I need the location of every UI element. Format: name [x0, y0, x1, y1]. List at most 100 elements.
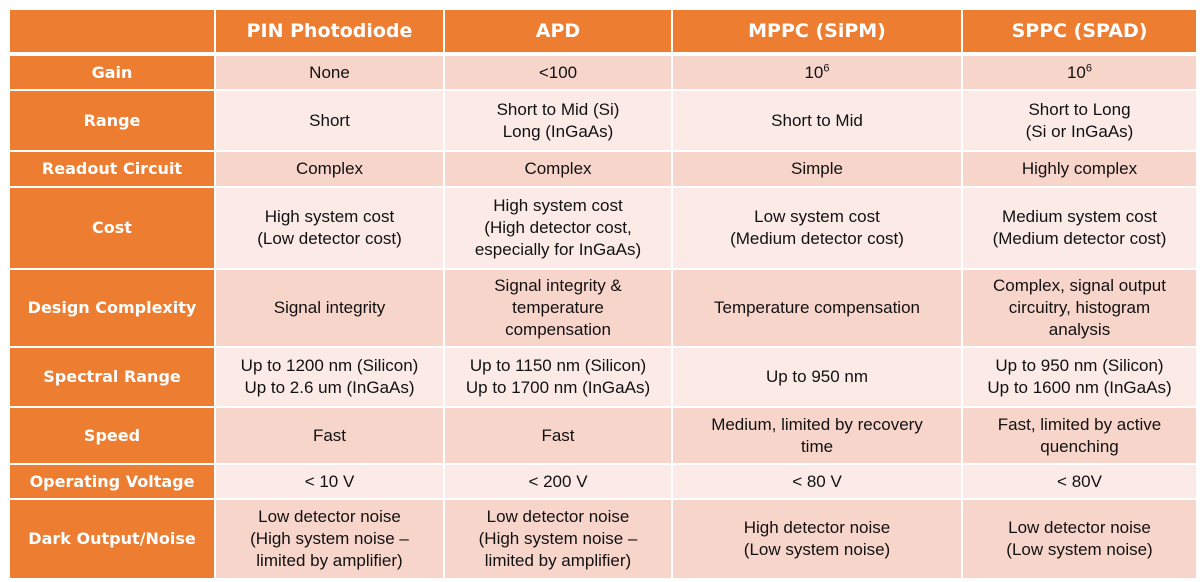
- cell-line: 106: [679, 62, 955, 84]
- cell-line: (High system noise –: [478, 529, 638, 548]
- cell-line: Up to 950 nm: [765, 367, 869, 386]
- cell-line: (High system noise –: [250, 529, 409, 548]
- table-cell: 106: [673, 56, 961, 89]
- table-cell: Medium system cost (Medium detector cost): [963, 188, 1196, 268]
- cell-line: (Si or InGaAs): [1025, 121, 1134, 141]
- table-row: Readout Circuit Complex Complex Simple Highl…: [10, 152, 1196, 186]
- cell-line: Low detector noise: [258, 507, 401, 526]
- cell-line: (Medium detector cost): [730, 229, 904, 248]
- value-exponent: 6: [823, 61, 830, 74]
- cell-line: limited by amplifier): [484, 551, 632, 570]
- table-cell: <100: [445, 56, 671, 89]
- table-cell: < 10 V: [216, 465, 443, 498]
- row-header: Readout Circuit: [10, 152, 214, 186]
- cell-line: Fast: [541, 425, 575, 445]
- table-row: Gain None <100 106 106: [10, 56, 1196, 89]
- cell-line: Long (InGaAs): [502, 121, 614, 141]
- row-header: Cost: [10, 188, 214, 268]
- cell-line: Complex: [524, 159, 592, 178]
- cell-line: < 10 V: [304, 471, 355, 491]
- cell-line: < 200 V: [528, 471, 588, 491]
- cell-line: Complex, signal output: [993, 276, 1166, 295]
- cell-line: Short to Mid: [771, 110, 863, 130]
- table-cell: Fast: [216, 408, 443, 463]
- cell-line: Low system cost: [754, 207, 880, 226]
- table-row: Operating Voltage < 10 V < 200 V < 80 V < 80…: [10, 465, 1196, 498]
- cell-line: Short to Mid (Si): [496, 99, 620, 119]
- cell-line: circuitry, histogram: [1008, 298, 1151, 317]
- table-cell: Complex, signal output circuitry, histogr…: [963, 270, 1196, 346]
- table-cell: None: [216, 56, 443, 89]
- cell-line: None: [309, 62, 350, 82]
- row-header: Dark Output/Noise: [10, 500, 214, 578]
- cell-line: (Low detector cost): [257, 229, 402, 248]
- detector-comparison-table: PIN Photodiode APD MPPC (SiPM) SPPC (SPAD) G…: [8, 8, 1198, 580]
- row-header: Speed: [10, 408, 214, 463]
- table-row: Cost High system cost (Low detector cost) H…: [10, 188, 1196, 268]
- cell-line: Up to 1150 nm (Silicon): [469, 356, 647, 375]
- table-row: Dark Output/Noise Low detector noise (High…: [10, 500, 1196, 578]
- table-cell: Complex: [445, 152, 671, 186]
- cell-line: limited by amplifier): [256, 551, 403, 570]
- table-row: Speed Fast Fast Medium, limited by recovery…: [10, 408, 1196, 463]
- row-header: Spectral Range: [10, 348, 214, 406]
- table-cell: Highly complex: [963, 152, 1196, 186]
- table-cell: Simple: [673, 152, 961, 186]
- cell-line: Up to 1700 nm (InGaAs): [465, 378, 651, 397]
- table-cell: Short: [216, 91, 443, 150]
- column-header: APD: [445, 10, 671, 54]
- row-header: Operating Voltage: [10, 465, 214, 498]
- cell-line: especially for InGaAs): [474, 240, 642, 259]
- table-cell: Low system cost (Medium detector cost): [673, 188, 961, 268]
- cell-line: High detector noise: [743, 518, 891, 537]
- row-header: Gain: [10, 56, 214, 89]
- table-cell: Short to Long (Si or InGaAs): [963, 91, 1196, 150]
- column-header: SPPC (SPAD): [963, 10, 1196, 54]
- cell-line: High system cost: [264, 207, 395, 226]
- value-base: 10: [804, 62, 824, 82]
- table-cell: Short to Mid (Si) Long (InGaAs): [445, 91, 671, 150]
- cell-line: 106: [969, 62, 1190, 84]
- cell-line: Short: [309, 110, 350, 130]
- cell-line: Fast: [312, 425, 347, 445]
- cell-line: < 80 V: [792, 471, 842, 491]
- cell-line: Complex: [295, 159, 364, 178]
- cell-line: Signal integrity &: [494, 276, 622, 295]
- value-base: 10: [1066, 62, 1086, 82]
- cell-line: Up to 1600 nm (InGaAs): [987, 378, 1172, 397]
- table-row: Range Short Short to Mid (Si) Long (InGaAs)…: [10, 91, 1196, 150]
- cell-line: Signal integrity: [273, 298, 386, 317]
- table-cell: Complex: [216, 152, 443, 186]
- table-cell: < 200 V: [445, 465, 671, 498]
- table-cell: < 80V: [963, 465, 1196, 498]
- table-cell: 106: [963, 56, 1196, 89]
- table-cell: < 80 V: [673, 465, 961, 498]
- table-cell: High detector noise (Low system noise): [673, 500, 961, 578]
- cell-line: temperature: [512, 298, 604, 317]
- table-cell: Signal integrity & temperature compensatio…: [445, 270, 671, 346]
- cell-line: Up to 1200 nm (Silicon): [240, 356, 419, 375]
- table-cell: Short to Mid: [673, 91, 961, 150]
- cell-line: quenching: [1040, 436, 1119, 456]
- cell-line: Medium, limited by recovery: [711, 414, 923, 434]
- cell-line: (Low system noise): [743, 540, 891, 559]
- cell-line: Low detector noise: [1008, 518, 1151, 537]
- cell-line: analysis: [1048, 320, 1111, 339]
- row-header: Design Complexity: [10, 270, 214, 346]
- table-cell: Up to 950 nm (Silicon) Up to 1600 nm (InG…: [963, 348, 1196, 406]
- table-cell: Fast, limited by active quenching: [963, 408, 1196, 463]
- cell-line: (Medium detector cost): [992, 229, 1167, 248]
- cell-line: Short to Long: [1028, 99, 1131, 119]
- cell-line: < 80V: [1057, 471, 1102, 491]
- table-cell: Low detector noise (High system noise – li…: [445, 500, 671, 578]
- cell-line: Highly complex: [1021, 159, 1138, 178]
- cell-line: time: [800, 436, 834, 456]
- corner-header: [10, 10, 214, 54]
- cell-line: Up to 950 nm (Silicon): [995, 356, 1164, 375]
- table-cell: Medium, limited by recovery time: [673, 408, 961, 463]
- cell-line: Low detector noise: [486, 507, 630, 526]
- row-header: Range: [10, 91, 214, 150]
- cell-line: Up to 2.6 um (InGaAs): [244, 378, 415, 397]
- cell-line: Temperature compensation: [713, 298, 920, 317]
- value-exponent: 6: [1085, 61, 1093, 74]
